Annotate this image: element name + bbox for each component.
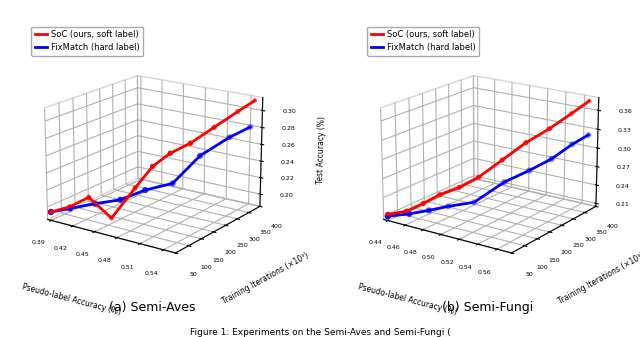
Text: (a) Semi-Aves: (a) Semi-Aves — [109, 301, 195, 314]
Text: (b) Semi-Fungi: (b) Semi-Fungi — [442, 301, 534, 314]
Legend: SoC (ours, soft label), FixMatch (hard label): SoC (ours, soft label), FixMatch (hard l… — [31, 27, 143, 56]
Y-axis label: Training Iterations (×10³): Training Iterations (×10³) — [221, 251, 310, 306]
Legend: SoC (ours, soft label), FixMatch (hard label): SoC (ours, soft label), FixMatch (hard l… — [367, 27, 479, 56]
X-axis label: Pseudo-label Accuracy (%): Pseudo-label Accuracy (%) — [357, 282, 458, 317]
X-axis label: Pseudo-label Accuracy (%): Pseudo-label Accuracy (%) — [21, 282, 122, 317]
Y-axis label: Training Iterations (×10³): Training Iterations (×10³) — [557, 251, 640, 306]
Text: Figure 1: Experiments on the Semi-Aves and Semi-Fungi (: Figure 1: Experiments on the Semi-Aves a… — [189, 328, 451, 337]
